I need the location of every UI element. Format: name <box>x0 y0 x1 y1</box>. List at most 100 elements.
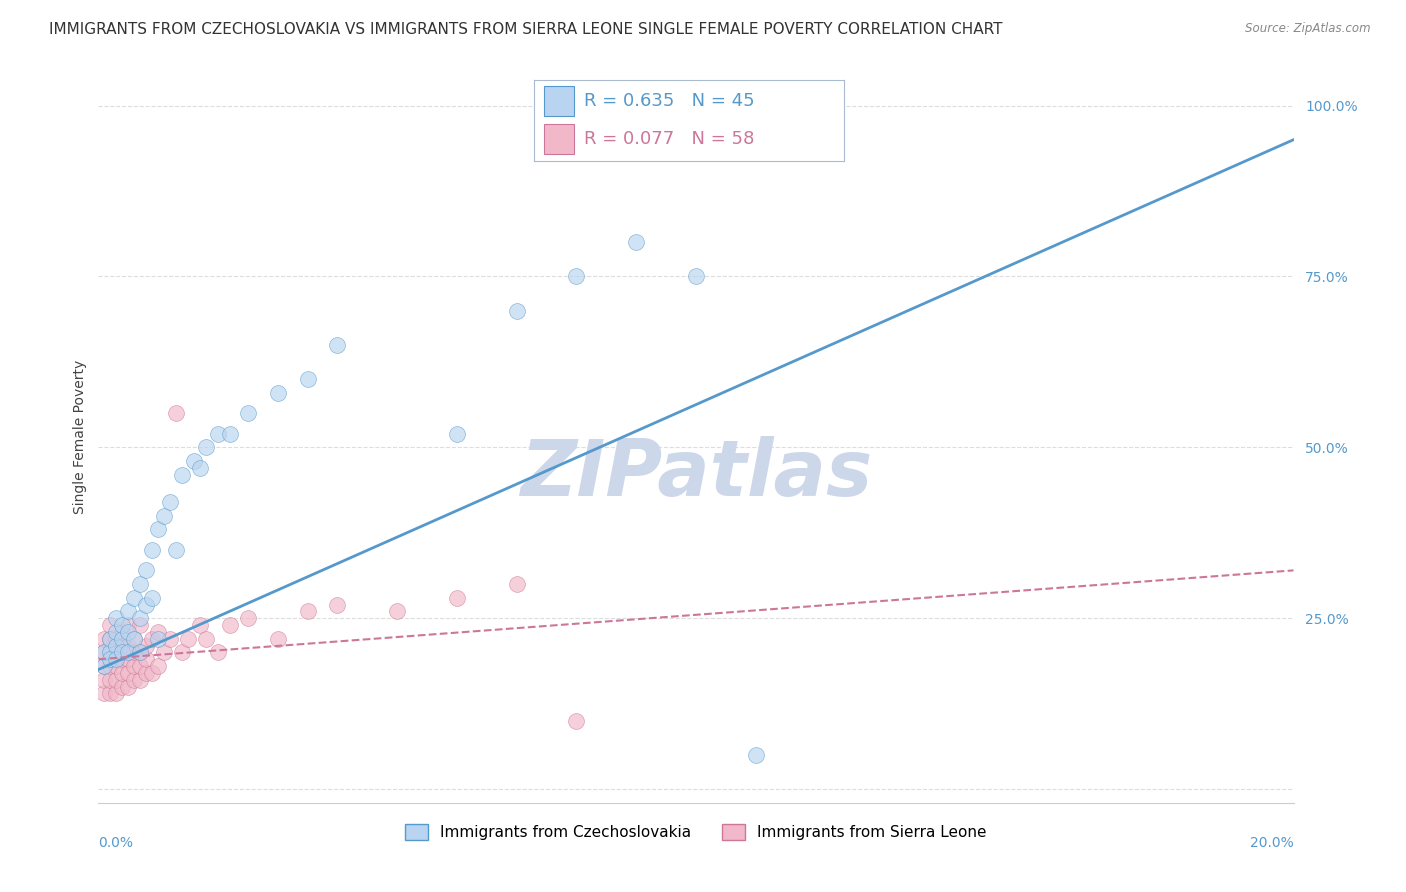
Point <box>159 632 181 646</box>
Point <box>117 680 139 694</box>
Point <box>297 372 319 386</box>
Point <box>297 604 319 618</box>
Point <box>195 632 218 646</box>
Text: 20.0%: 20.0% <box>1250 836 1294 850</box>
Point <box>129 618 152 632</box>
Point <box>111 645 134 659</box>
Point <box>124 645 146 659</box>
Point <box>207 645 229 659</box>
Point <box>129 673 152 687</box>
Point <box>135 598 157 612</box>
Point <box>446 591 468 605</box>
Point <box>98 645 122 659</box>
Point <box>98 652 122 666</box>
Text: 0.0%: 0.0% <box>98 836 134 850</box>
Point <box>124 591 146 605</box>
Point <box>105 639 128 653</box>
Point <box>105 645 128 659</box>
Point <box>326 598 349 612</box>
Point <box>219 618 242 632</box>
Point <box>117 604 139 618</box>
Point <box>135 563 157 577</box>
Point <box>105 686 128 700</box>
Point <box>159 495 181 509</box>
Point <box>105 652 128 666</box>
Point <box>93 686 115 700</box>
Point <box>93 673 115 687</box>
Point <box>111 652 134 666</box>
Point <box>124 673 146 687</box>
Point <box>129 645 152 659</box>
Point <box>135 639 157 653</box>
Point <box>148 659 170 673</box>
Point <box>98 673 122 687</box>
Point <box>129 645 152 659</box>
Point <box>117 618 139 632</box>
Point <box>148 624 170 639</box>
Point <box>267 385 290 400</box>
Point <box>135 665 157 680</box>
Point <box>111 632 134 646</box>
Point <box>153 508 176 523</box>
Point <box>117 665 139 680</box>
Point <box>117 624 139 639</box>
Point <box>148 632 170 646</box>
Text: R = 0.635   N = 45: R = 0.635 N = 45 <box>583 92 755 110</box>
Legend: Immigrants from Czechoslovakia, Immigrants from Sierra Leone: Immigrants from Czechoslovakia, Immigran… <box>399 818 993 847</box>
Point <box>195 440 218 454</box>
Point <box>236 406 259 420</box>
Point <box>105 659 128 673</box>
Point <box>117 639 139 653</box>
Point <box>98 632 122 646</box>
Point <box>148 522 170 536</box>
Point <box>93 632 115 646</box>
Text: R = 0.077   N = 58: R = 0.077 N = 58 <box>583 130 754 148</box>
Point <box>165 542 187 557</box>
Point <box>236 611 259 625</box>
Point <box>745 747 768 762</box>
Point <box>188 618 211 632</box>
Point <box>141 591 163 605</box>
Point <box>141 665 163 680</box>
Point <box>326 338 349 352</box>
Point <box>141 542 163 557</box>
Point <box>177 632 200 646</box>
Bar <box>544 86 575 117</box>
Point <box>111 680 134 694</box>
Point <box>105 632 128 646</box>
Point <box>105 673 128 687</box>
Point <box>124 632 146 646</box>
Point <box>506 577 529 591</box>
Point <box>135 652 157 666</box>
Text: Source: ZipAtlas.com: Source: ZipAtlas.com <box>1246 22 1371 36</box>
Point <box>93 659 115 673</box>
Point <box>117 652 139 666</box>
Point <box>153 645 176 659</box>
Point <box>111 665 134 680</box>
Y-axis label: Single Female Poverty: Single Female Poverty <box>73 360 87 514</box>
Point <box>93 645 115 659</box>
Point <box>111 624 134 639</box>
Point <box>565 714 588 728</box>
Point <box>124 659 146 673</box>
Point <box>219 426 242 441</box>
Point <box>105 611 128 625</box>
Point <box>98 659 122 673</box>
Point <box>165 406 187 420</box>
Point <box>93 659 115 673</box>
Point <box>207 426 229 441</box>
Point <box>685 269 707 284</box>
Point <box>141 632 163 646</box>
Point <box>446 426 468 441</box>
Text: IMMIGRANTS FROM CZECHOSLOVAKIA VS IMMIGRANTS FROM SIERRA LEONE SINGLE FEMALE POV: IMMIGRANTS FROM CZECHOSLOVAKIA VS IMMIGR… <box>49 22 1002 37</box>
Bar <box>544 124 575 154</box>
Point <box>98 686 122 700</box>
Point <box>188 460 211 475</box>
Text: ZIPatlas: ZIPatlas <box>520 435 872 512</box>
Point <box>124 632 146 646</box>
Point <box>98 618 122 632</box>
Point <box>93 645 115 659</box>
Point <box>385 604 409 618</box>
Point <box>626 235 648 250</box>
Point <box>98 645 122 659</box>
